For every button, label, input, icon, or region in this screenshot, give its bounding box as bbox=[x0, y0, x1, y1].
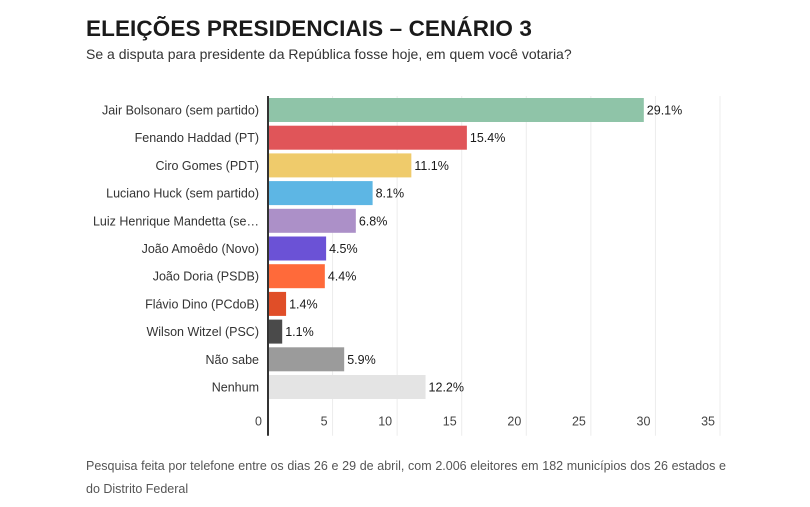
bar bbox=[268, 153, 412, 178]
bar bbox=[268, 347, 345, 372]
x-tick-label: 35 bbox=[701, 415, 715, 429]
chart-subtitle: Se a disputa para presidente da Repúblic… bbox=[86, 46, 572, 62]
category-label: João Amoêdo (Novo) bbox=[142, 242, 259, 256]
category-label: Fenando Haddad (PT) bbox=[135, 131, 259, 145]
value-label: 15.4% bbox=[470, 131, 505, 145]
chart-title: ELEIÇÕES PRESIDENCIAIS – CENÁRIO 3 bbox=[86, 16, 532, 41]
category-label: Wilson Witzel (PSC) bbox=[146, 325, 259, 339]
x-tick-label: 15 bbox=[443, 415, 457, 429]
bar bbox=[268, 319, 283, 344]
category-label: Não sabe bbox=[205, 353, 259, 367]
category-label: Nenhum bbox=[212, 381, 259, 395]
bar bbox=[268, 208, 356, 233]
value-label: 12.2% bbox=[429, 381, 464, 395]
bar bbox=[268, 181, 373, 206]
value-label: 29.1% bbox=[647, 104, 682, 118]
category-label: Luciano Huck (sem partido) bbox=[106, 187, 259, 201]
value-label: 8.1% bbox=[376, 187, 405, 201]
value-label: 6.8% bbox=[359, 214, 388, 228]
x-tick-label: 20 bbox=[507, 415, 521, 429]
x-tick-label: 25 bbox=[572, 415, 586, 429]
value-label: 4.4% bbox=[328, 270, 357, 284]
bar bbox=[268, 264, 325, 289]
value-label: 1.1% bbox=[285, 325, 314, 339]
bar bbox=[268, 291, 287, 316]
bar bbox=[268, 98, 644, 122]
bar-chart: Jair Bolsonaro (sem partido) 29.1% Fenando… bbox=[93, 96, 721, 436]
bar bbox=[268, 375, 426, 399]
bar bbox=[268, 236, 327, 261]
x-tick-label: 0 bbox=[255, 415, 262, 429]
category-label: João Doria (PSDB) bbox=[153, 270, 259, 284]
bar bbox=[268, 125, 467, 150]
category-label: Flávio Dino (PCdoB) bbox=[145, 297, 259, 311]
x-tick-label: 5 bbox=[321, 415, 328, 429]
x-tick-label: 10 bbox=[378, 415, 392, 429]
category-label: Ciro Gomes (PDT) bbox=[156, 159, 259, 173]
category-label: Jair Bolsonaro (sem partido) bbox=[102, 104, 259, 118]
value-label: 4.5% bbox=[329, 242, 358, 256]
value-label: 11.1% bbox=[414, 159, 449, 173]
footnote: Pesquisa feita por telefone entre os dia… bbox=[86, 459, 726, 496]
value-label: 1.4% bbox=[289, 297, 318, 311]
value-label: 5.9% bbox=[347, 353, 376, 367]
x-tick-label: 30 bbox=[637, 415, 651, 429]
category-label: Luiz Henrique Mandetta (se… bbox=[93, 214, 259, 228]
